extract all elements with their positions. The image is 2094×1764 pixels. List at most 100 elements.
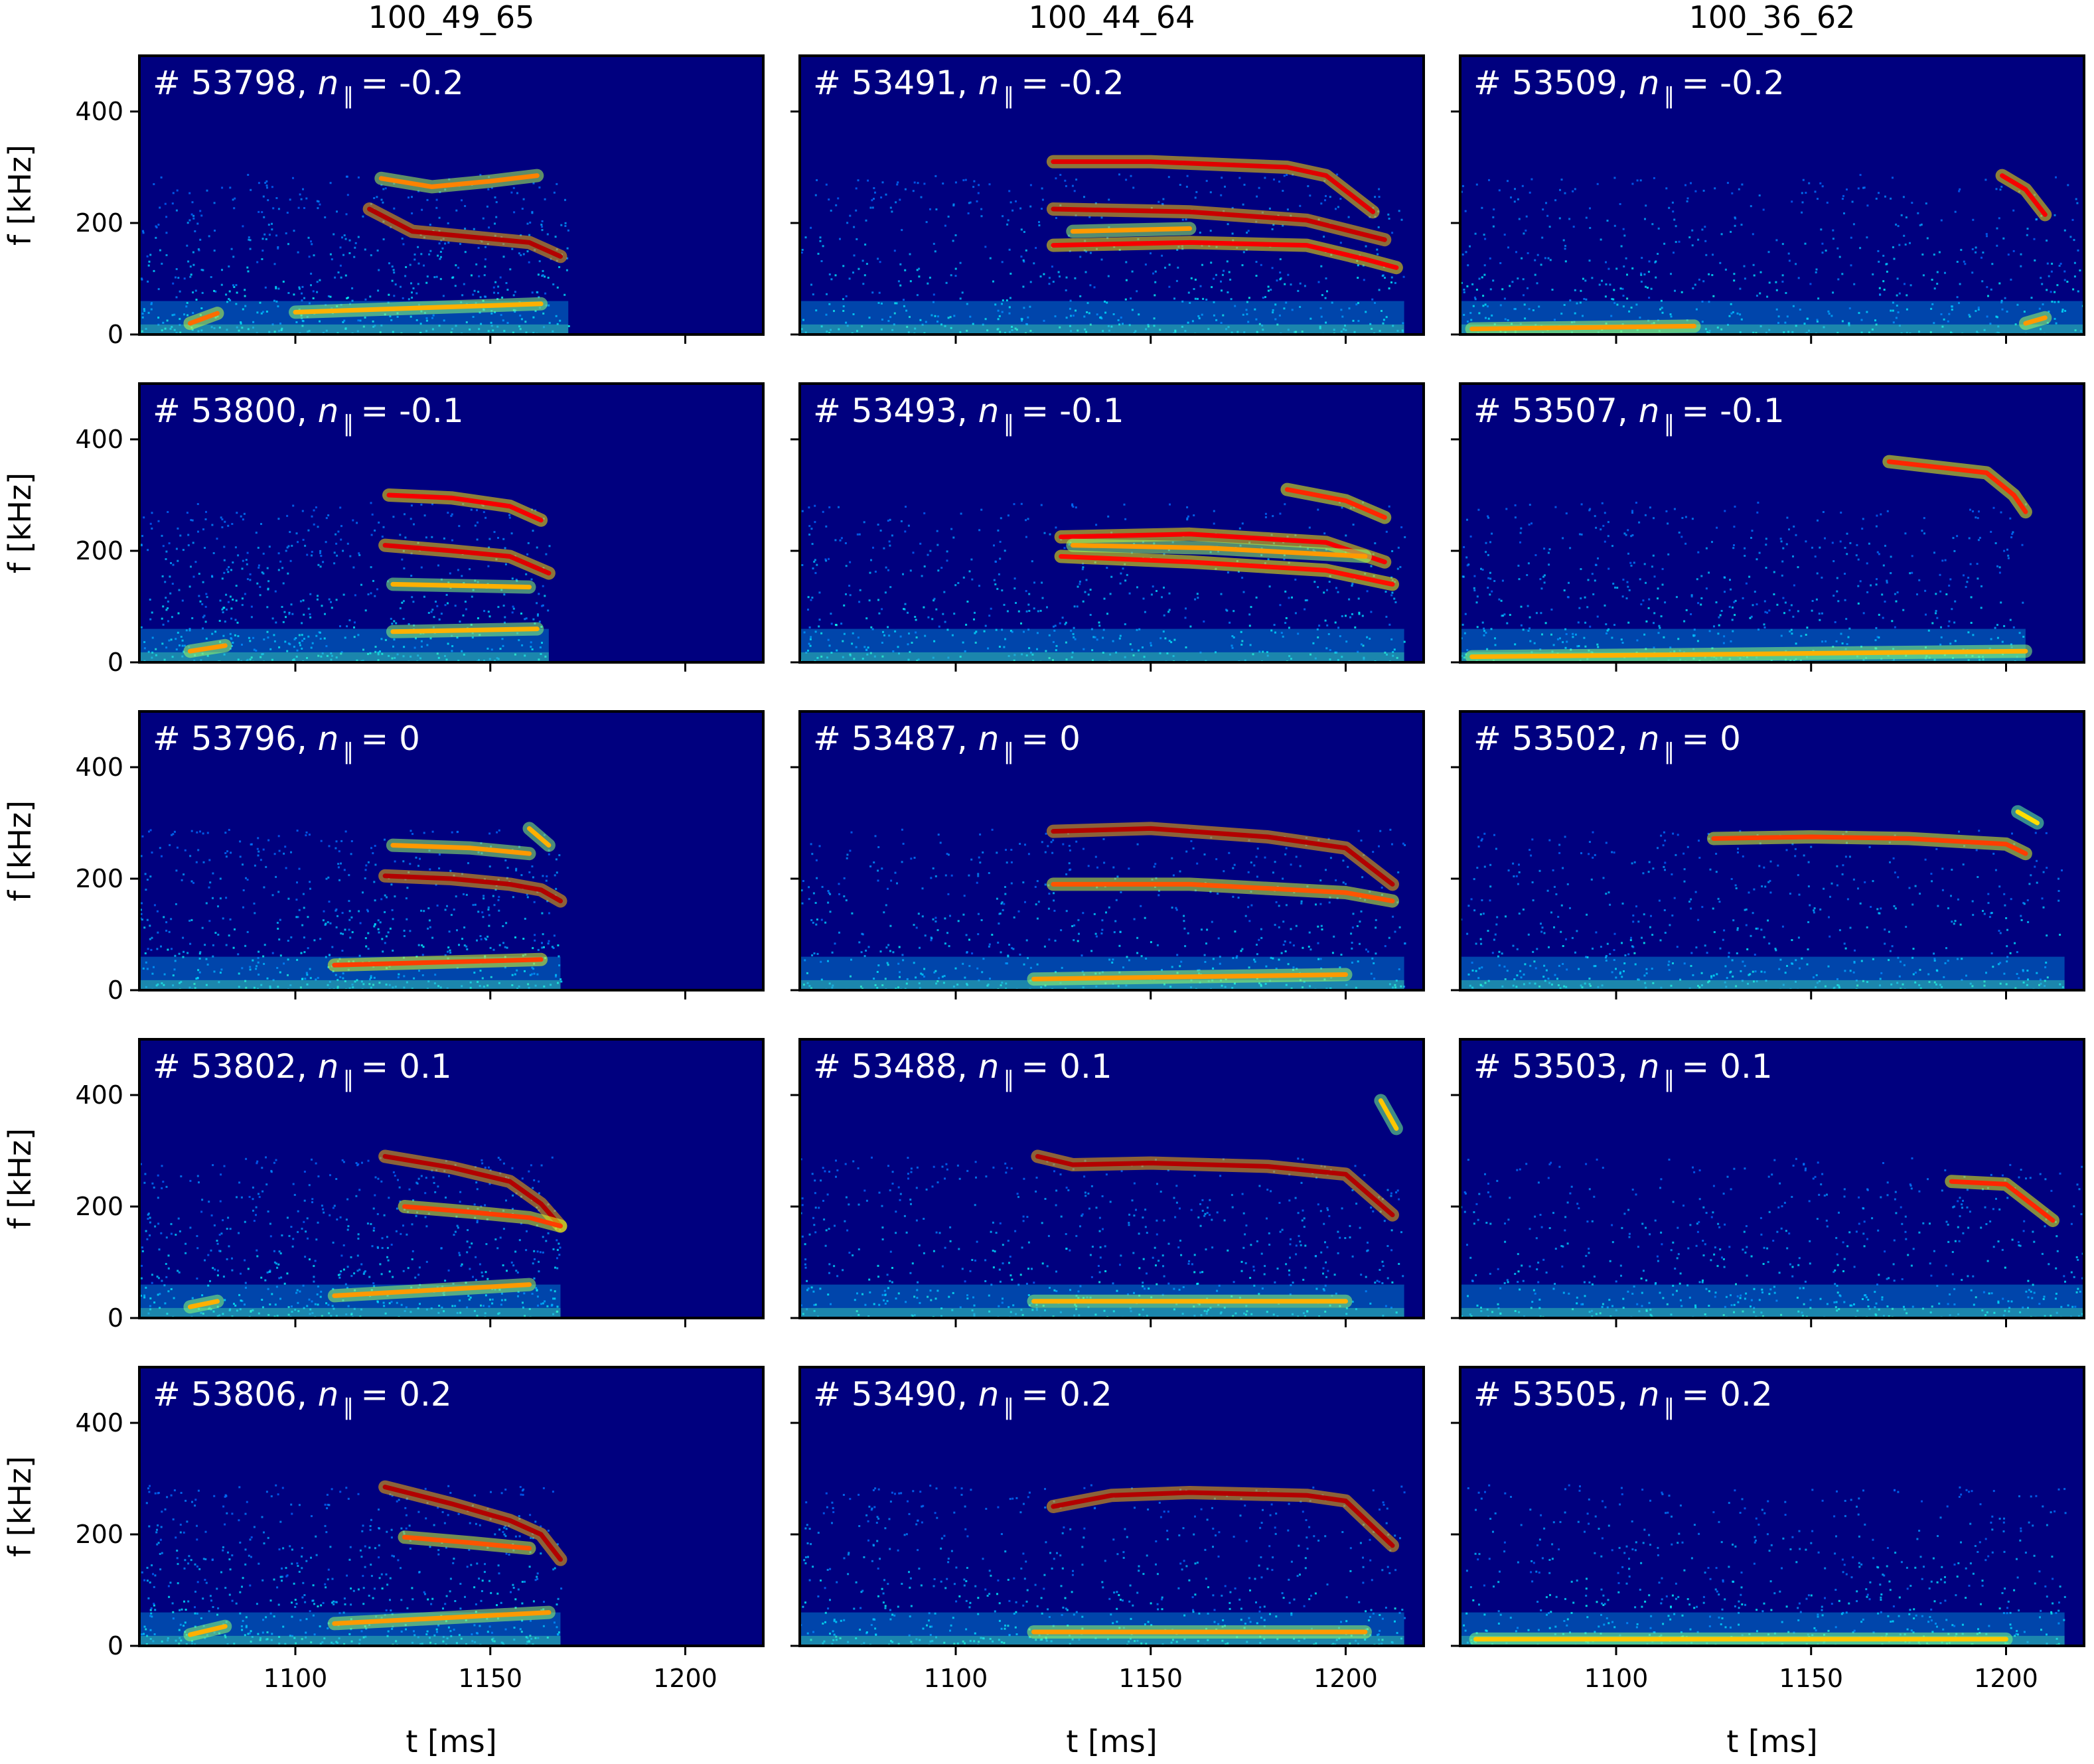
mode-line bbox=[386, 492, 544, 523]
mode-line bbox=[1051, 206, 1387, 242]
axes-frame bbox=[138, 710, 765, 992]
x-axis-label: t [ms] bbox=[1066, 1724, 1157, 1759]
spectrogram-background bbox=[800, 56, 1424, 334]
mode-line bbox=[390, 581, 532, 590]
x-tick-label: 1150 bbox=[458, 1664, 522, 1693]
axes-frame bbox=[1459, 710, 2085, 992]
panel-label: # 53798, n ∥ = -0.2 bbox=[153, 64, 464, 110]
x-tick-label: 1100 bbox=[263, 1664, 328, 1693]
mode-line bbox=[293, 301, 544, 315]
axes-frame bbox=[798, 54, 1425, 336]
mode-line bbox=[402, 1534, 532, 1551]
panel-label: # 53796, n ∥ = 0 bbox=[153, 719, 420, 765]
mode-line bbox=[390, 626, 540, 634]
mode-line bbox=[1284, 487, 1387, 520]
y-tick-label: 200 bbox=[75, 1520, 123, 1549]
axes-frame bbox=[798, 710, 1425, 992]
mode-line bbox=[382, 873, 563, 904]
mode-line bbox=[382, 1153, 563, 1228]
axes-frame bbox=[1459, 54, 2085, 336]
x-tick-label: 1150 bbox=[1779, 1664, 1843, 1693]
spectrogram-panel: # 53488, n ∥ = 0.1 bbox=[790, 1038, 1425, 1327]
mode-line bbox=[2000, 173, 2048, 217]
mode-line bbox=[1886, 459, 2028, 514]
y-tick-label: 0 bbox=[108, 320, 123, 349]
y-axis-labels: f [kHz] f [kHz] f [kHz] f [kHz] f [kHz] bbox=[2, 145, 38, 1557]
panel-label: # 53503, n ∥ = 0.1 bbox=[1473, 1047, 1773, 1093]
axes-frame bbox=[138, 382, 765, 664]
mode-line bbox=[187, 1624, 228, 1637]
mode-line bbox=[1469, 648, 2028, 660]
noise-texture bbox=[1460, 830, 2065, 990]
spectrogram-panel: # 53507, n ∥ = -0.1 bbox=[1451, 382, 2085, 672]
spectrogram-panel: 1100 1150 1200 # 53505, n ∥ = 0.2 bbox=[1451, 1366, 2085, 1693]
x-axis-label: t [ms] bbox=[1726, 1724, 1817, 1759]
mode-line bbox=[332, 957, 544, 968]
panel-label: # 53505, n ∥ = 0.2 bbox=[1473, 1375, 1773, 1421]
y-tick-label: 400 bbox=[75, 97, 123, 126]
axes-frame bbox=[798, 1366, 1425, 1647]
mode-line bbox=[382, 543, 552, 576]
axes-frame bbox=[798, 382, 1425, 664]
y-tick-label: 400 bbox=[75, 1408, 123, 1437]
spectrogram-background bbox=[139, 384, 763, 662]
x-tick-label: 1200 bbox=[653, 1664, 717, 1693]
panel-label: # 53800, n ∥ = -0.1 bbox=[153, 392, 464, 437]
mode-line bbox=[1070, 543, 1368, 559]
spectrogram-background bbox=[139, 1039, 763, 1318]
spectrogram-panel: # 53509, n ∥ = -0.2 bbox=[1451, 54, 2085, 344]
spectrogram-background bbox=[1460, 711, 2084, 990]
panel-label: # 53502, n ∥ = 0 bbox=[1473, 719, 1741, 765]
spectrogram-background bbox=[1460, 56, 2084, 334]
mode-line bbox=[1378, 1098, 1399, 1131]
mode-line bbox=[1469, 323, 1696, 332]
mode-line bbox=[1070, 226, 1192, 234]
mode-line bbox=[1051, 826, 1395, 887]
panel-label: # 53509, n ∥ = -0.2 bbox=[1473, 64, 1785, 110]
y-tick-label: 200 bbox=[75, 1192, 123, 1221]
axes-frame bbox=[1459, 1038, 2085, 1319]
spectrogram-panel: 1100 1150 1200 # 53490, n ∥ = 0.2 bbox=[790, 1366, 1425, 1693]
axes-frame bbox=[138, 1366, 765, 1647]
mode-line bbox=[402, 1204, 563, 1228]
spectrogram-panel: # 53491, n ∥ = -0.2 bbox=[790, 54, 1425, 344]
x-axis-labels: t [ms] t [ms] t [ms] bbox=[406, 1724, 1817, 1759]
mode-line bbox=[1035, 1153, 1395, 1218]
mode-line bbox=[2023, 315, 2048, 326]
y-tick-label: 400 bbox=[75, 425, 123, 454]
mode-line bbox=[1711, 834, 2028, 856]
y-tick-label: 200 bbox=[75, 864, 123, 893]
mode-line bbox=[367, 206, 563, 259]
mode-line bbox=[1051, 159, 1376, 214]
x-tick-label: 1100 bbox=[1584, 1664, 1649, 1693]
x-axis-label: t [ms] bbox=[406, 1724, 496, 1759]
spectrogram-background bbox=[139, 56, 763, 334]
mode-line bbox=[2015, 809, 2040, 826]
axes-frame bbox=[798, 1038, 1425, 1319]
x-tick-label: 1150 bbox=[1118, 1664, 1183, 1693]
column-title: 100_36_62 bbox=[1689, 0, 1856, 35]
mode-line bbox=[378, 173, 540, 189]
mode-line bbox=[527, 826, 552, 848]
column-title: 100_49_65 bbox=[368, 0, 535, 35]
panel-label: # 53802, n ∥ = 0.1 bbox=[153, 1047, 452, 1093]
y-tick-label: 0 bbox=[108, 1631, 123, 1660]
y-tick-label: 400 bbox=[75, 1080, 123, 1110]
panel-label: # 53490, n ∥ = 0.2 bbox=[813, 1375, 1112, 1421]
mode-line bbox=[390, 843, 532, 856]
axes-frame bbox=[1459, 382, 2085, 664]
panel-label: # 53493, n ∥ = -0.1 bbox=[813, 392, 1124, 437]
mode-line bbox=[1949, 1179, 2056, 1223]
mode-line bbox=[1031, 972, 1348, 982]
y-tick-label: 200 bbox=[75, 536, 123, 565]
y-axis-label: f [kHz] bbox=[2, 473, 38, 573]
noise-texture bbox=[1460, 1157, 2084, 1318]
y-axis-label: f [kHz] bbox=[2, 1456, 38, 1557]
mode-line bbox=[1059, 553, 1395, 587]
mode-line bbox=[187, 1299, 220, 1309]
y-tick-label: 0 bbox=[108, 976, 123, 1005]
axes-frame bbox=[1459, 1366, 2085, 1647]
panel-label: # 53806, n ∥ = 0.2 bbox=[153, 1375, 452, 1421]
spectrogram-background bbox=[1460, 384, 2084, 662]
panel-label: # 53507, n ∥ = -0.1 bbox=[1473, 392, 1785, 437]
